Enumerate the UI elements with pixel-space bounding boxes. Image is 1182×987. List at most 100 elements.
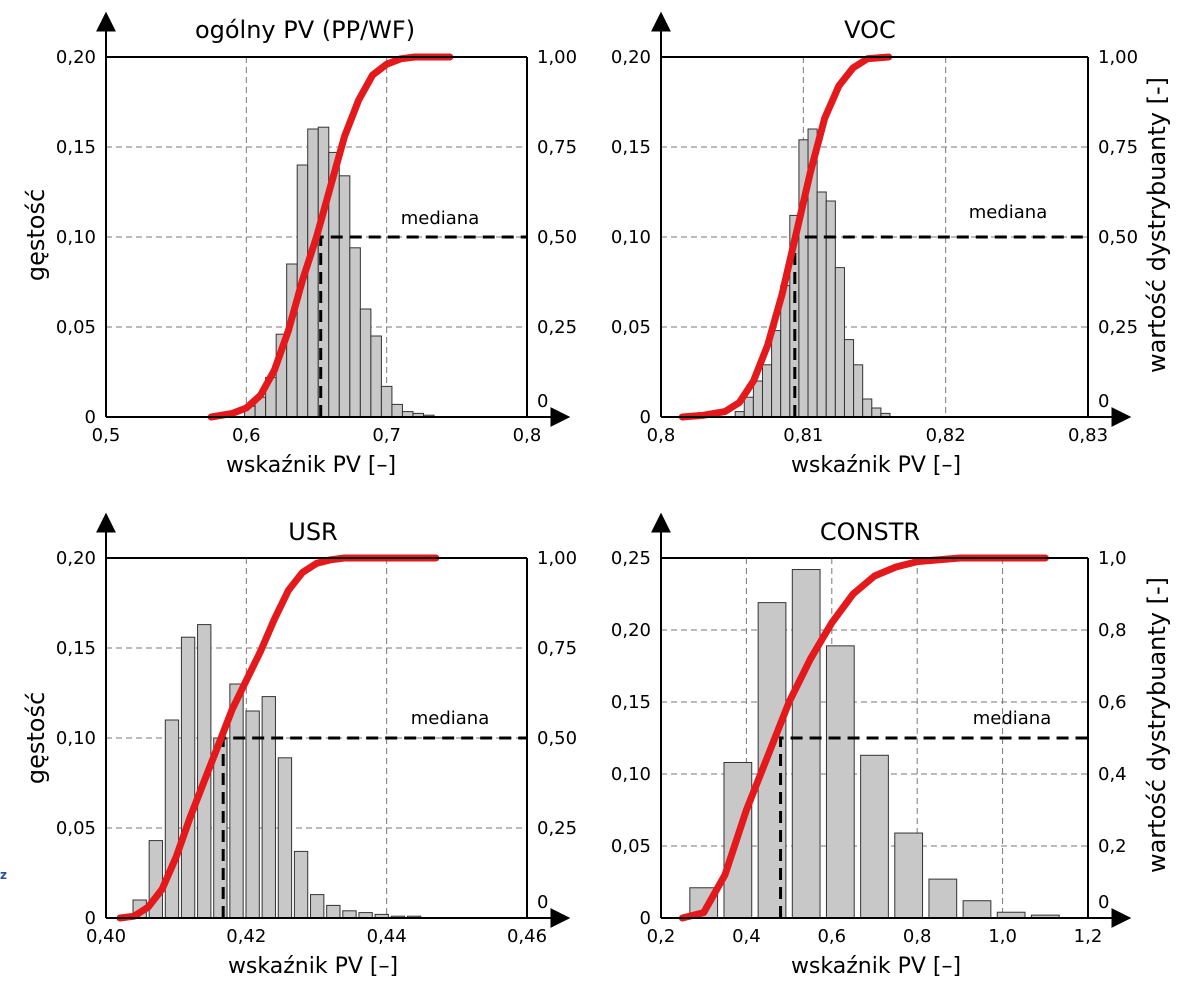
histogram-bar bbox=[894, 832, 924, 919]
histogram-bar bbox=[860, 754, 889, 919]
y-tick-label: 0,10 bbox=[56, 728, 96, 749]
cdf-curve bbox=[678, 554, 1049, 922]
histogram-bar bbox=[245, 710, 260, 919]
y-tick-label: 0,15 bbox=[56, 137, 96, 158]
y-tick-label: 0,05 bbox=[611, 836, 651, 857]
y2-tick-label: 0 bbox=[1098, 391, 1109, 412]
y2-tick-label: 1,00 bbox=[537, 47, 577, 68]
histogram-bar bbox=[791, 569, 821, 919]
median-label: mediana bbox=[401, 208, 480, 229]
median-line bbox=[319, 235, 527, 417]
chart-title: ogólny PV (PP/WF) bbox=[195, 16, 415, 44]
y-tick-label: 0,10 bbox=[611, 764, 651, 785]
y-axis-label: gęstość bbox=[22, 189, 50, 281]
median-label: mediana bbox=[411, 708, 490, 729]
y-tick-label: 0 bbox=[640, 407, 651, 428]
y2-tick-label: 0,50 bbox=[537, 728, 577, 749]
x-tick-label: 0,2 bbox=[647, 926, 676, 947]
histogram-bar bbox=[307, 128, 319, 418]
histogram-bar bbox=[834, 267, 845, 418]
histogram-bar bbox=[391, 403, 403, 418]
histogram-bar bbox=[825, 645, 855, 919]
y-tick-label: 0,20 bbox=[56, 47, 96, 68]
chart-panel-general-pv: ogólny PV (PP/WF) wskaźnik PV [–] gęstoś… bbox=[22, 11, 577, 478]
y2-tick-label: 0,4 bbox=[1098, 764, 1127, 785]
x-tick-label: 0,8 bbox=[647, 425, 676, 446]
x-tick-label: 1,0 bbox=[988, 926, 1017, 947]
x-tick-label: 0,44 bbox=[367, 926, 407, 947]
x-tick-label: 0,82 bbox=[926, 425, 966, 446]
x-tick-label: 0,46 bbox=[507, 926, 547, 947]
plot-area: 0,8 0,81 0,82 0,83 0 0,05 0,10 0,15 0,20 0 0,25 0,5… bbox=[611, 11, 1138, 446]
histogram-bar bbox=[326, 904, 341, 919]
histogram-bar bbox=[180, 636, 196, 919]
y2-tick-label: 0,25 bbox=[1098, 317, 1138, 338]
y-tick-label: 0,15 bbox=[611, 692, 651, 713]
histogram-bar bbox=[342, 910, 357, 919]
histogram-bar bbox=[761, 364, 773, 418]
x-axis-label: wskaźnik PV [–] bbox=[226, 453, 396, 478]
histogram-bar bbox=[380, 385, 393, 418]
y-tick-label: 0 bbox=[85, 407, 96, 428]
histogram-bar bbox=[164, 719, 180, 919]
x-tick-label: 0,6 bbox=[817, 926, 846, 947]
histogram-bar bbox=[359, 308, 372, 418]
y2-tick-label: 0,8 bbox=[1098, 620, 1127, 641]
y2-tick-label: 0,75 bbox=[1098, 137, 1138, 158]
x-tick-label: 0,5 bbox=[92, 425, 121, 446]
y2-axis-label: wartość dystrybuanty [-] bbox=[1143, 577, 1171, 873]
y2-tick-label: 0 bbox=[1098, 892, 1109, 913]
histogram-bar bbox=[871, 407, 882, 418]
y2-tick-label: 0,75 bbox=[537, 137, 577, 158]
x-tick-label: 0,7 bbox=[372, 425, 401, 446]
x-tick-label: 0,83 bbox=[1068, 425, 1108, 446]
x-axis-label: wskaźnik PV [–] bbox=[791, 453, 961, 478]
y2-tick-label: 0,2 bbox=[1098, 836, 1127, 857]
median-line bbox=[779, 736, 1088, 918]
y-tick-label: 0,15 bbox=[611, 137, 651, 158]
y-tick-label: 0,20 bbox=[611, 47, 651, 68]
y2-tick-label: 0,50 bbox=[1098, 227, 1138, 248]
y-tick-label: 0 bbox=[85, 908, 96, 929]
histogram-bar bbox=[928, 878, 958, 919]
chart-title: VOC bbox=[844, 16, 896, 44]
plot-area: 0,5 0,6 0,7 0,8 0 0,05 0,10 0,15 0,20 0 0,25 0,50 0,… bbox=[56, 11, 577, 446]
y2-tick-label: 1,0 bbox=[1098, 548, 1127, 569]
y-tick-label: 0,10 bbox=[611, 227, 651, 248]
x-tick-label: 1,2 bbox=[1074, 926, 1103, 947]
x-axis-label: wskaźnik PV [–] bbox=[228, 954, 398, 979]
histogram-bar bbox=[771, 330, 782, 418]
chart-panel-constr: CONSTR wskaźnik PV [–] wartość dystrybua… bbox=[611, 512, 1171, 979]
median-label: mediana bbox=[973, 708, 1052, 729]
y2-tick-label: 1,00 bbox=[1098, 47, 1138, 68]
y2-tick-label: 0,25 bbox=[537, 317, 577, 338]
histogram-bar bbox=[277, 757, 293, 919]
y2-tick-label: 0,6 bbox=[1098, 692, 1127, 713]
y-tick-label: 0,05 bbox=[56, 818, 96, 839]
chart-title: USR bbox=[288, 518, 337, 546]
histogram-bar bbox=[349, 247, 361, 418]
y-tick-label: 0,25 bbox=[611, 548, 651, 569]
cdf-curve bbox=[207, 53, 454, 421]
y2-tick-label: 0,25 bbox=[537, 818, 577, 839]
x-axis-label: wskaźnik PV [–] bbox=[791, 954, 961, 979]
histogram-bar bbox=[843, 339, 855, 418]
corner-page-mark: z bbox=[0, 868, 7, 882]
y-tick-label: 0,05 bbox=[611, 317, 651, 338]
y-tick-label: 0,05 bbox=[56, 317, 96, 338]
plot-area: 0,2 0,4 0,6 0,8 1,0 1,2 0 0,05 0,10 0,15 0,20 0,25 0… bbox=[611, 512, 1132, 947]
plot-area: 0,40 0,42 0,44 0,46 0 0,05 0,10 0,15 0,20 0 0,25 0,… bbox=[56, 512, 577, 947]
y-tick-label: 0,10 bbox=[56, 227, 96, 248]
histogram-bar bbox=[752, 380, 763, 418]
y-tick-label: 0,20 bbox=[611, 620, 651, 641]
x-tick-label: 0,40 bbox=[86, 926, 126, 947]
median-label: mediana bbox=[969, 202, 1048, 223]
x-tick-label: 0,81 bbox=[783, 425, 823, 446]
y2-tick-label: 0 bbox=[537, 391, 548, 412]
y2-axis-label: wartość dystrybuanty [-] bbox=[1143, 77, 1171, 373]
chart-panel-voc: VOC wskaźnik PV [–] wartość dystrybuanty… bbox=[611, 11, 1171, 478]
y-tick-label: 0,15 bbox=[56, 638, 96, 659]
x-tick-label: 0,6 bbox=[232, 425, 261, 446]
y2-tick-label: 0 bbox=[537, 892, 548, 913]
